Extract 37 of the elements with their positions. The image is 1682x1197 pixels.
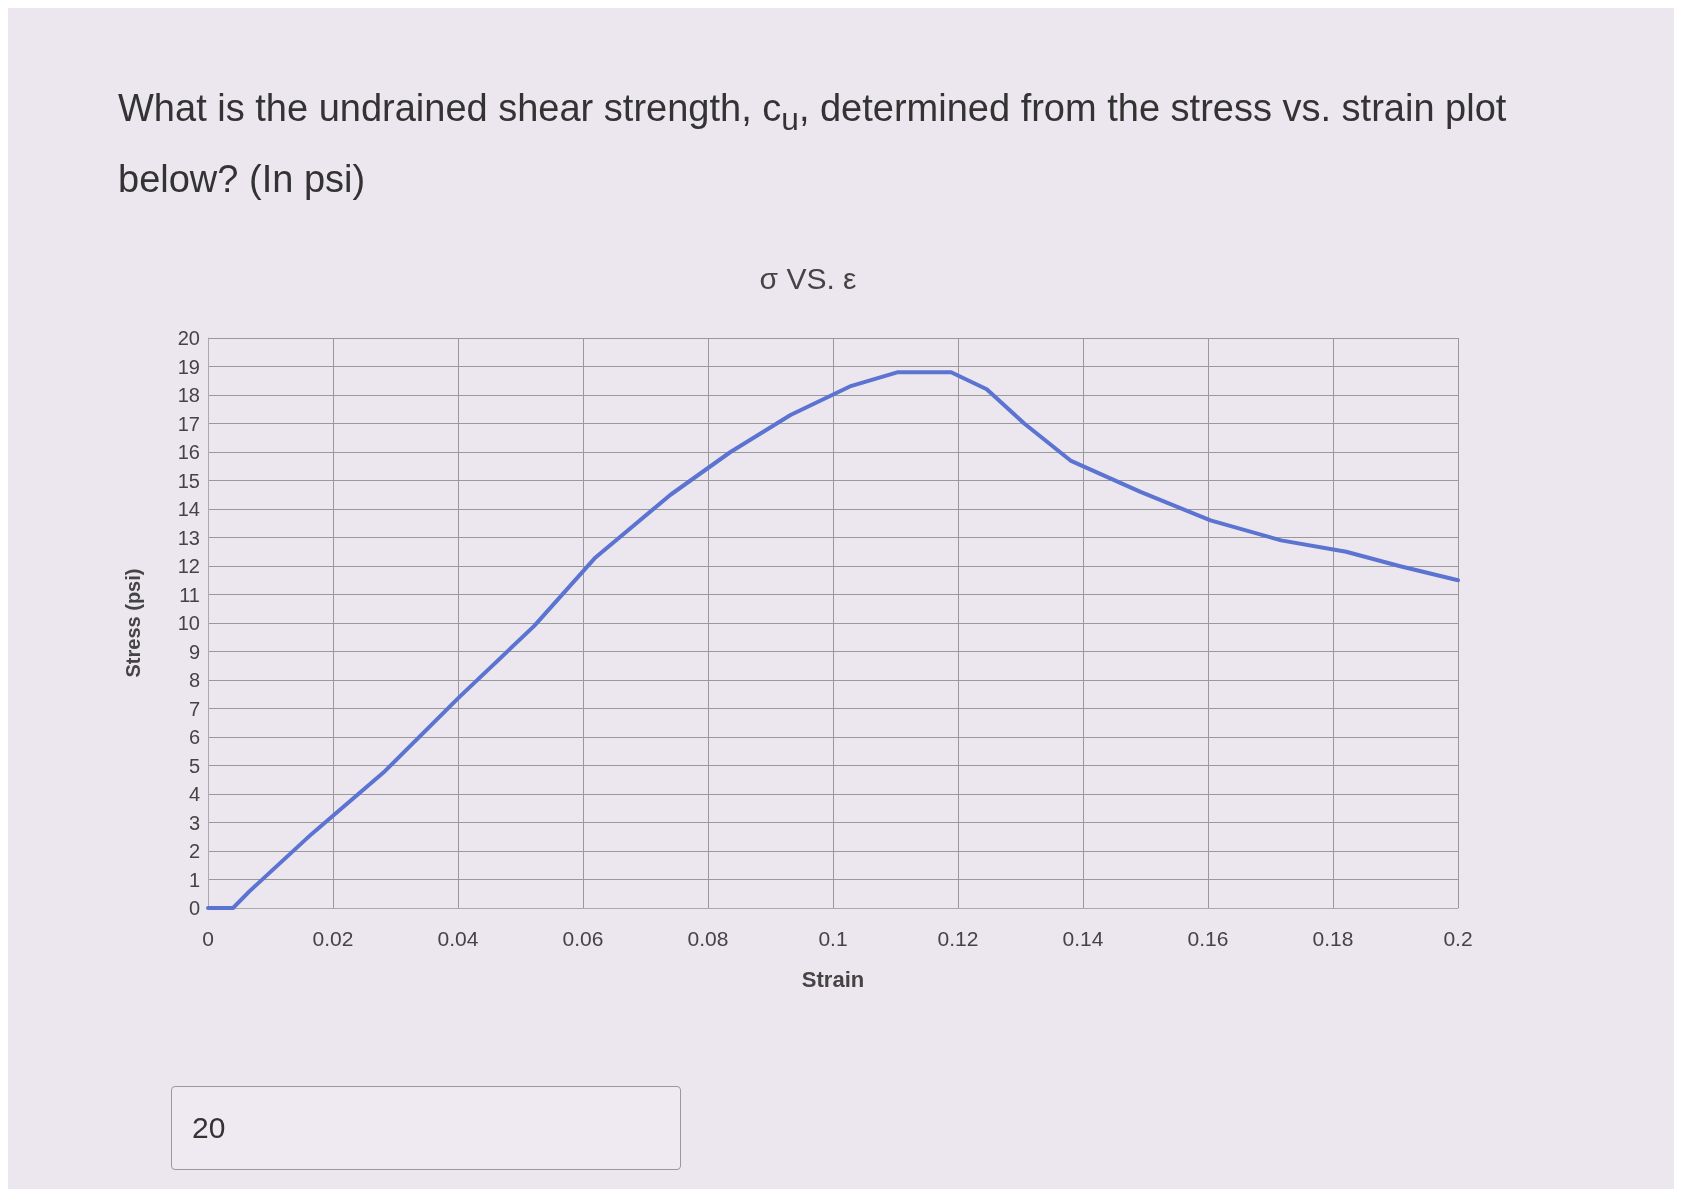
- y-tick-label: 11: [179, 583, 200, 606]
- y-tick-label: 20: [177, 327, 200, 349]
- x-axis-title: Strain: [801, 966, 865, 992]
- y-tick-label: 1: [188, 868, 200, 891]
- x-tick-label: 0.16: [1187, 927, 1229, 950]
- y-axis-title: Stress (psi): [122, 568, 144, 678]
- y-tick-label: 16: [177, 441, 200, 463]
- x-tick-label: 0.08: [687, 927, 729, 950]
- y-tick-label: 6: [188, 726, 200, 748]
- x-tick-label: 0.1: [818, 927, 848, 950]
- y-tick-label: 18: [177, 384, 200, 406]
- text: What is the undrained shear strength, c$_{u}$, determined from the stress vs. strain plot below? (In psi): [118, 87, 1507, 200]
- y-tick-label: 0: [188, 897, 200, 919]
- x-tick-label: 0.12: [937, 927, 979, 950]
- y-tick-label: 14: [177, 498, 200, 520]
- y-tick-label: 17: [177, 412, 200, 435]
- y-tick-label: 5: [188, 754, 200, 777]
- x-tick-label: 0.04: [437, 927, 479, 950]
- y-tick-label: 19: [177, 355, 200, 378]
- y-tick-label: 12: [177, 555, 200, 577]
- y-tick-label: 8: [188, 669, 200, 691]
- y-tick-label: 3: [188, 811, 200, 834]
- y-tick-label: 4: [188, 783, 200, 805]
- y-tick-label: 2: [188, 840, 200, 862]
- answer-field: 20: [171, 1086, 681, 1170]
- y-tick-label: 10: [177, 612, 200, 634]
- x-tick-label: 0.06: [562, 927, 604, 950]
- y-tick-label: 15: [177, 469, 200, 492]
- x-tick-label: 0.18: [1312, 927, 1354, 950]
- y-tick-label: 7: [188, 697, 200, 720]
- y-tick-label: 9: [188, 640, 200, 663]
- x-tick-label: 0.02: [312, 927, 354, 950]
- chart-title: σ VS. ε: [759, 261, 857, 295]
- x-tick-label: 0.14: [1062, 927, 1104, 950]
- x-tick-label: 0: [202, 927, 214, 950]
- y-tick-label: 13: [177, 526, 200, 549]
- x-tick-label: 0.2: [1443, 927, 1473, 950]
